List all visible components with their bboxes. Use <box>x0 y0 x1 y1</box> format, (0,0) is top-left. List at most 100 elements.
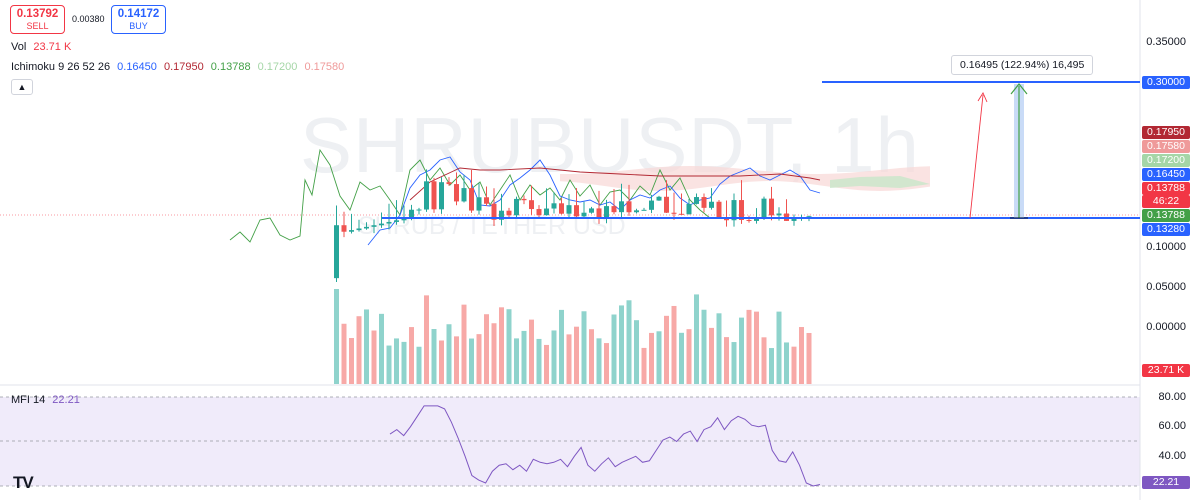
volume-bar <box>461 304 467 384</box>
volume-bar <box>724 337 729 384</box>
ichimoku-legend[interactable]: Ichimoku 9 26 52 26 0.16450 0.17950 0.13… <box>11 61 348 73</box>
volume-bar <box>454 336 459 384</box>
ichimoku-conversion-line <box>367 156 821 246</box>
volume-bar <box>806 332 812 384</box>
candle-body <box>536 209 542 216</box>
measure-arrow-head <box>1010 83 1028 95</box>
volume-bar <box>776 311 782 384</box>
mfi-legend-value: 22.21 <box>52 394 80 406</box>
volume-bar <box>716 313 722 384</box>
volume-bar <box>791 346 797 384</box>
tradingview-logo[interactable]: TV <box>13 473 34 492</box>
volume-bar <box>379 313 384 384</box>
candle-body <box>461 188 467 202</box>
volume-legend[interactable]: Vol 23.71 K <box>11 41 75 53</box>
candle-body <box>619 201 624 213</box>
candle-body <box>356 228 362 231</box>
price-axis-tick: 0.00000 <box>1146 321 1186 333</box>
candle-body <box>446 182 452 185</box>
volume-bar <box>559 309 564 384</box>
candle-body <box>469 188 474 211</box>
collapse-legend-button[interactable]: ▲ <box>11 79 33 95</box>
price-axis-tick: 0.35000 <box>1146 36 1186 48</box>
volume-bar <box>394 338 399 384</box>
volume-bar <box>686 329 692 384</box>
candle-body <box>401 218 407 221</box>
candle-body <box>416 209 422 211</box>
mfi-axis-tick: 60.00 <box>1158 420 1186 432</box>
volume-bar <box>506 309 512 384</box>
volume-bar <box>401 341 407 384</box>
candle-body <box>746 219 752 221</box>
mfi-legend[interactable]: MFI 14 22.21 <box>11 394 84 406</box>
candle-body <box>776 213 782 216</box>
candle-body <box>529 200 534 210</box>
candle-body <box>431 181 437 210</box>
price-axis-badge: 0.13788 <box>1142 209 1190 222</box>
candle-body <box>596 208 602 218</box>
volume-legend-value: 23.71 K <box>33 41 72 53</box>
candle-body <box>499 210 504 220</box>
volume-bar <box>589 329 594 384</box>
sell-button[interactable]: 0.13792 SELL <box>10 5 65 34</box>
buy-button[interactable]: 0.14172 BUY <box>111 5 166 34</box>
candle-body <box>506 210 512 216</box>
volume-bar <box>341 323 347 384</box>
mfi-legend-label: MFI 14 <box>11 394 46 406</box>
candle-body <box>424 181 429 210</box>
candle-body <box>679 213 684 215</box>
price-axis-badge: 0.30000 <box>1142 76 1190 89</box>
ichimoku-conversion-value: 0.16450 <box>117 61 157 73</box>
candle-body <box>566 205 572 214</box>
volume-bar <box>671 305 677 384</box>
volume-bar <box>491 323 497 384</box>
mfi-axis-tick: 80.00 <box>1158 391 1186 403</box>
candle-body <box>604 206 609 218</box>
price-axis-badge: 46:22 <box>1142 195 1190 208</box>
ichimoku-legend-label: Ichimoku 9 26 52 26 <box>11 61 111 73</box>
volume-bar <box>371 330 377 384</box>
volume-bar <box>364 309 369 384</box>
measure-tool-label[interactable]: 0.16495 (122.94%) 16,495 <box>951 55 1094 75</box>
candle-body <box>349 230 354 232</box>
candle-body <box>551 203 557 209</box>
volume-bar <box>641 347 647 384</box>
candle-body <box>716 201 722 218</box>
volume-bar <box>746 309 752 384</box>
volume-bar <box>664 315 669 384</box>
price-axis-badge: 0.17580 <box>1142 140 1190 153</box>
volume-legend-label: Vol <box>11 41 27 53</box>
volume-bar <box>544 344 549 384</box>
price-axis-badge: 23.71 K <box>1142 364 1190 377</box>
candle-body <box>409 209 414 219</box>
volume-bar <box>424 295 429 384</box>
sell-label: SELL <box>26 20 49 31</box>
volume-bar <box>409 327 414 384</box>
candle-body <box>634 210 639 213</box>
candle-body <box>656 196 662 201</box>
volume-bar <box>611 314 617 384</box>
volume-bar <box>656 331 662 384</box>
mfi-axis-badge: 22.21 <box>1142 476 1190 489</box>
chevron-up-icon: ▲ <box>17 82 27 92</box>
volume-bar <box>446 324 452 384</box>
volume-bar <box>709 327 714 384</box>
price-axis-badge: 0.17200 <box>1142 154 1190 167</box>
ichimoku-base-value: 0.17950 <box>163 61 204 73</box>
price-axis-badge: 0.16450 <box>1142 168 1190 181</box>
volume-bar <box>431 329 437 384</box>
price-axis-badge: 0.17950 <box>1142 126 1190 139</box>
candle-body <box>476 197 482 211</box>
volume-bar <box>514 338 519 384</box>
candle-body <box>709 201 714 208</box>
ichimoku-base-line <box>409 167 821 201</box>
volume-bar <box>349 338 354 384</box>
ichimoku-cloud-green <box>830 176 930 188</box>
candle-body <box>454 184 459 202</box>
volume-bar <box>739 317 744 384</box>
candle-body <box>641 209 647 211</box>
price-axis-tick: 0.05000 <box>1146 281 1186 293</box>
volume-bar <box>754 311 759 384</box>
